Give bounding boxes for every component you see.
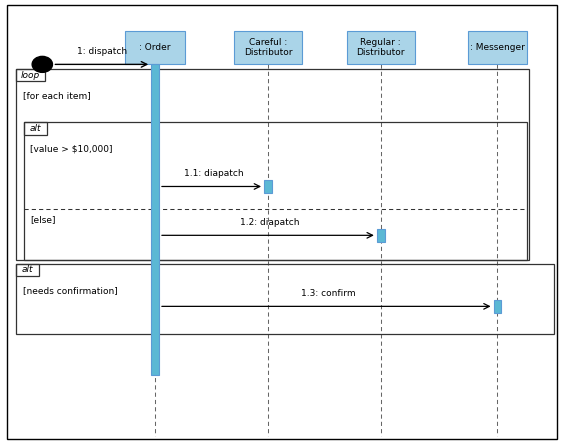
Bar [234,31,302,64]
Text: 1: dispatch: 1: dispatch [77,48,127,56]
Text: : Messenger: : Messenger [470,43,525,52]
Bar [494,300,501,313]
Bar [468,31,527,64]
Text: : Order: : Order [139,43,171,52]
Text: alt: alt [30,124,41,133]
Bar [16,69,529,260]
Circle shape [32,56,52,72]
Bar [24,122,527,260]
Text: 1.1: diapatch: 1.1: diapatch [184,170,243,178]
Bar [16,69,45,81]
Text: alt: alt [22,266,33,274]
Bar [24,122,47,135]
Bar [264,180,272,193]
Text: loop: loop [21,71,40,79]
Bar [347,31,415,64]
Text: Careful :
Distributor: Careful : Distributor [244,38,292,57]
Text: [needs confirmation]: [needs confirmation] [23,286,117,295]
Text: Regular :
Distributor: Regular : Distributor [356,38,405,57]
Text: 1.3: confirm: 1.3: confirm [301,289,355,298]
Bar [16,264,39,276]
Text: 1.2: diapatch: 1.2: diapatch [240,218,299,227]
Text: [else]: [else] [30,215,56,224]
Bar [151,64,159,375]
Text: [for each item]: [for each item] [23,91,90,100]
Bar [377,229,385,242]
Text: [value > $10,000]: [value > $10,000] [30,144,113,153]
Bar [16,264,554,334]
Bar [126,31,185,64]
